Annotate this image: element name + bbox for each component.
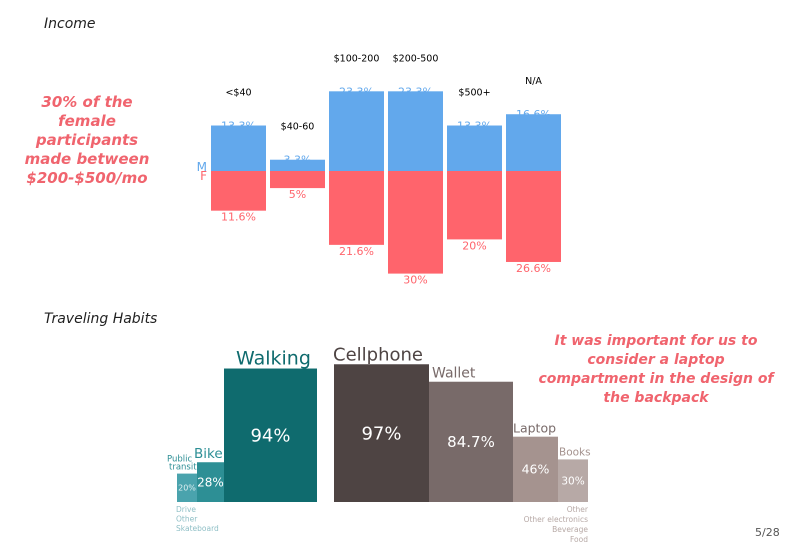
label-male-3: 23.3%: [398, 85, 433, 98]
item-bar-3: [558, 459, 588, 502]
category-label-5: N/A: [525, 76, 542, 87]
category-label-0: <$40: [225, 88, 251, 99]
item-bar-2: [513, 436, 558, 502]
label-female-2: 21.6%: [339, 245, 374, 258]
item-label-0: Cellphone: [333, 344, 423, 365]
bar-male-1: [270, 159, 325, 171]
bar-female-2: [329, 171, 384, 245]
item-label-1: Wallet: [432, 366, 476, 382]
label-female-1: 5%: [289, 188, 306, 201]
transport-minor-0: Drive: [176, 505, 196, 514]
page-number: 5/28: [755, 526, 780, 539]
label-female-0: 11.6%: [221, 211, 256, 224]
label-male-0: 13.3%: [221, 120, 256, 133]
category-label-4: $500+: [458, 88, 490, 99]
bar-male-4: [447, 125, 502, 171]
bar-male-5: [506, 114, 561, 171]
item-minor-1: Other electronics: [524, 515, 589, 524]
bar-male-0: [211, 125, 266, 171]
category-label-2: $100-200: [334, 53, 380, 64]
travel-title: Traveling Habits: [44, 311, 158, 327]
label-female-4: 20%: [462, 239, 486, 252]
label-female-5: 26.6%: [516, 262, 551, 275]
label-male-4: 13.3%: [457, 120, 492, 133]
transport-value-0: 20%: [178, 484, 196, 493]
category-label-3: $200-500: [393, 53, 439, 64]
item-value-1: 84.7%: [447, 433, 495, 451]
income-note: 30% of the female participants made betw…: [24, 93, 150, 187]
bar-female-4: [447, 171, 502, 240]
series-label-male: M: [197, 160, 207, 174]
transport-bar-2: [224, 368, 317, 502]
item-minor-0: Other: [567, 505, 589, 514]
item-value-0: 97%: [361, 423, 401, 444]
item-bar-1: [429, 381, 513, 502]
income-title: Income: [44, 16, 96, 32]
bar-female-1: [270, 171, 325, 189]
series-label-female: F: [200, 169, 207, 183]
bar-male-2: [329, 91, 384, 171]
label-male-1: 3.3%: [284, 154, 312, 167]
transport-value-1: 28%: [197, 475, 224, 489]
bar-female-0: [211, 171, 266, 211]
bar-female-3: [388, 171, 443, 274]
transport-minor-2: Skateboard: [176, 524, 219, 533]
item-minor-3: Food: [570, 535, 588, 544]
travel-note: It was important for us to consider a la…: [538, 333, 774, 406]
category-label-1: $40-60: [281, 122, 315, 133]
item-minor-2: Beverage: [552, 525, 588, 534]
transport-label-0: Public transit: [167, 455, 197, 473]
transport-minor-1: Other: [176, 515, 198, 524]
transport-bar-0: [177, 473, 197, 502]
item-label-3: Books: [559, 446, 591, 458]
item-bar-0: [334, 364, 429, 502]
transport-label-2: Walking: [236, 348, 311, 370]
item-label-2: Laptop: [513, 421, 556, 436]
transport-bar-1: [197, 462, 224, 502]
item-value-3: 30%: [561, 475, 584, 487]
income-chart: 13.3% 11.6% <$40 3.3% 5% $40-60 23.3% 21.6% $100…: [197, 53, 561, 287]
item-value-2: 46%: [522, 462, 550, 477]
transport-value-2: 94%: [250, 426, 290, 447]
label-female-3: 30%: [403, 274, 427, 287]
label-male-2: 23.3%: [339, 85, 374, 98]
bar-female-5: [506, 171, 561, 262]
bar-male-3: [388, 91, 443, 171]
transport-label-1: Bike: [194, 446, 223, 462]
label-male-5: 16.6%: [516, 108, 551, 121]
travel-chart: 20%Public transit28%Bike94%WalkingDriveOt…: [167, 344, 591, 544]
